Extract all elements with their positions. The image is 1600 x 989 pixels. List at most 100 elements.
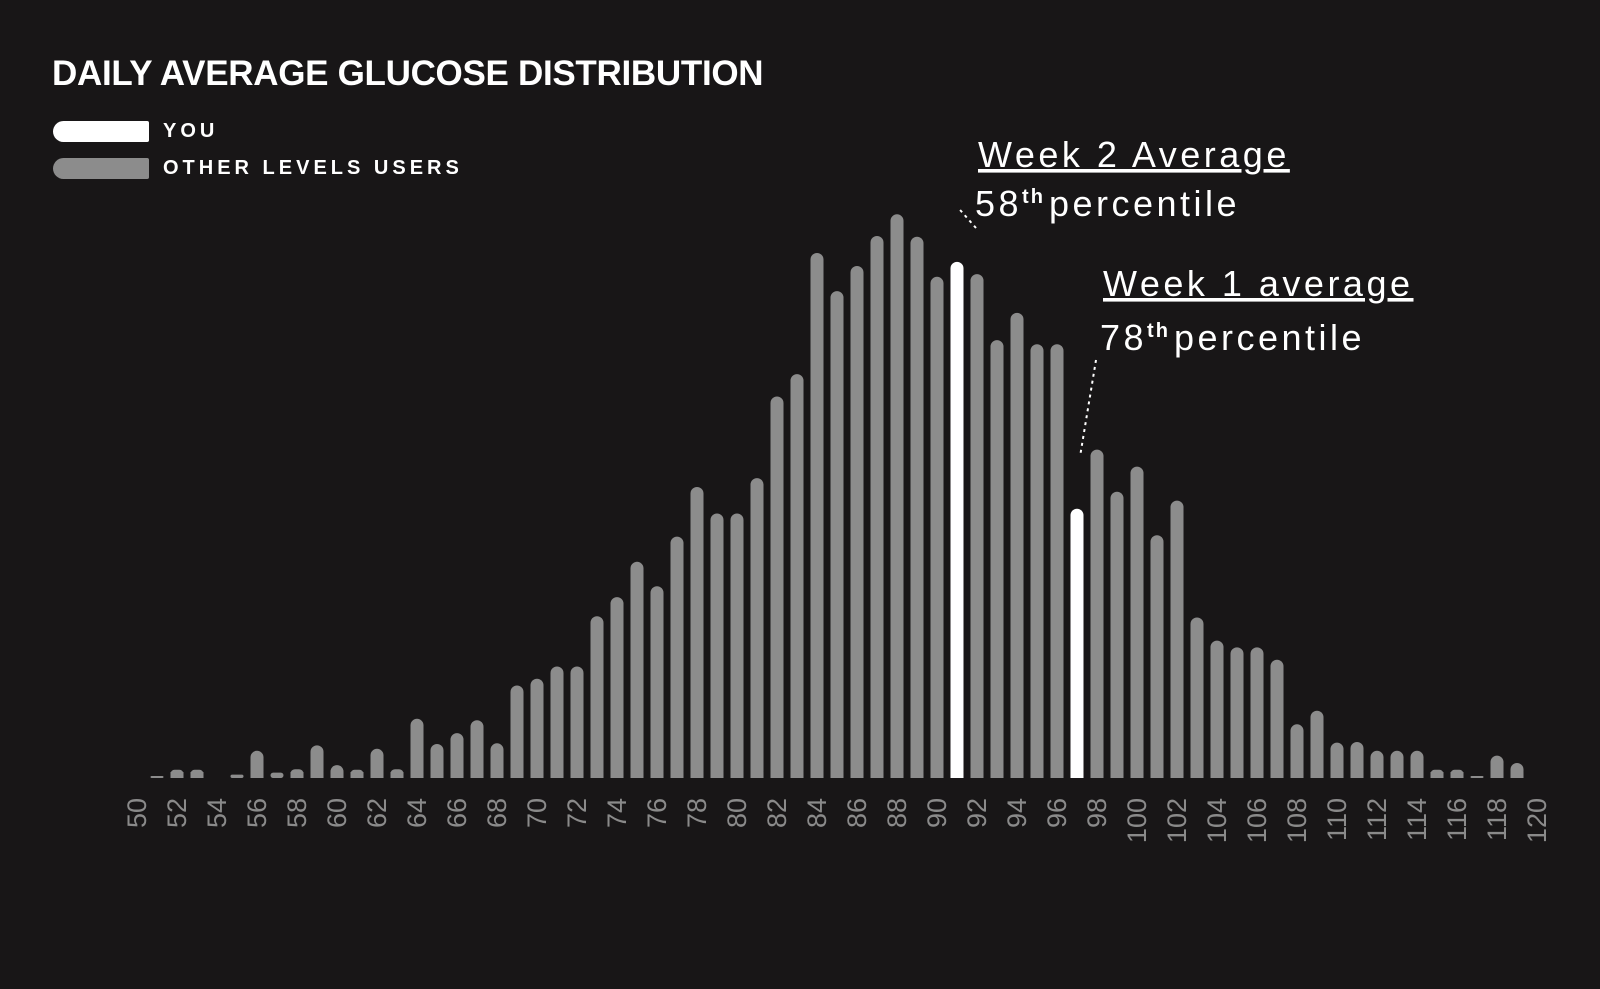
x-tick-label-102: 102 — [1162, 798, 1192, 843]
annotation-title-week1: Week 1 average — [1103, 263, 1414, 304]
x-tick-label-50: 50 — [122, 798, 152, 828]
bar-base-102 — [1170, 772, 1184, 778]
bar-70 — [530, 678, 544, 778]
bar-108 — [1290, 724, 1304, 778]
annotation-percentile-week1: 78th percentile — [1100, 317, 1365, 358]
annotation-leader-week1 — [1079, 359, 1097, 457]
bar-base-60 — [330, 772, 344, 778]
x-tick-label-70: 70 — [522, 798, 552, 828]
bar-59 — [310, 745, 324, 778]
x-tick-label-58: 58 — [282, 798, 312, 828]
bar-57 — [270, 772, 284, 778]
bar-93 — [990, 340, 1004, 778]
x-tick-label-94: 94 — [1002, 798, 1032, 828]
legend-label-you: YOU — [163, 119, 219, 142]
x-tick-label-120: 120 — [1522, 798, 1552, 843]
bar-base-72 — [570, 772, 584, 778]
bar-base-76 — [650, 772, 664, 778]
bar-base-58 — [290, 772, 304, 778]
bar-base-97 — [1070, 772, 1084, 778]
annotation-title-week2: Week 2 Average — [978, 134, 1290, 175]
bar-base-116 — [1450, 772, 1464, 778]
bar-88 — [890, 214, 904, 779]
bar-90 — [930, 276, 944, 778]
bar-base-89 — [910, 772, 924, 778]
bar-base-104 — [1210, 772, 1224, 778]
bar-83 — [790, 374, 804, 778]
bar-base-114 — [1410, 772, 1424, 778]
bar-67 — [470, 720, 484, 778]
annotation-percentile-num-week2: 58 — [975, 183, 1022, 224]
bar-62 — [370, 748, 384, 778]
x-tick-label-56: 56 — [242, 798, 272, 828]
bar-82 — [770, 396, 784, 778]
bar-74 — [610, 597, 624, 778]
bar-base-93 — [990, 772, 1004, 778]
x-tick-label-118: 118 — [1482, 798, 1512, 841]
bar-base-63 — [390, 772, 404, 778]
bar-base-77 — [670, 772, 684, 778]
annotation-percentile-text-week1: percentile — [1174, 317, 1365, 358]
bar-85 — [830, 291, 844, 778]
bar-71 — [550, 666, 564, 778]
bar-base-73 — [590, 772, 604, 778]
bar-base-80 — [730, 772, 744, 778]
bar-base-106 — [1250, 772, 1264, 778]
x-tick-label-68: 68 — [482, 798, 512, 828]
x-tick-label-80: 80 — [722, 798, 752, 828]
x-tick-label-66: 66 — [442, 798, 472, 828]
legend-item-others: OTHER LEVELS USERS — [53, 157, 463, 179]
x-tick-label-72: 72 — [562, 798, 592, 828]
bar-base-52 — [170, 772, 184, 778]
bar-base-110 — [1330, 772, 1344, 778]
bar-101 — [1150, 535, 1164, 778]
x-tick-label-62: 62 — [362, 798, 392, 828]
bar-base-70 — [530, 772, 544, 778]
bar-base-109 — [1310, 772, 1324, 778]
annotation-leader-week2 — [959, 209, 977, 229]
bar-94 — [1010, 312, 1024, 778]
bar-base-108 — [1290, 772, 1304, 778]
x-tick-label-90: 90 — [922, 798, 952, 828]
bar-base-99 — [1110, 772, 1124, 778]
legend-swatch-others — [53, 157, 149, 179]
bar-base-75 — [630, 772, 644, 778]
x-tick-label-88: 88 — [882, 798, 912, 828]
x-tick-label-114: 114 — [1402, 798, 1432, 841]
bar-base-66 — [450, 772, 464, 778]
bar-100 — [1130, 466, 1144, 778]
x-tick-label-84: 84 — [802, 798, 832, 828]
bar-base-86 — [850, 772, 864, 778]
bar-105 — [1230, 647, 1244, 778]
bar-111 — [1350, 742, 1364, 778]
bar-106 — [1250, 647, 1264, 778]
bar-64 — [410, 718, 424, 778]
legend-item-you: YOU — [53, 120, 218, 142]
bar-110 — [1330, 742, 1344, 778]
bar-base-56 — [250, 772, 264, 778]
legend-label-others: OTHER LEVELS USERS — [163, 156, 463, 179]
x-tick-label-110: 110 — [1322, 798, 1352, 841]
bar-base-87 — [870, 772, 884, 778]
bar-base-74 — [610, 772, 624, 778]
bar-base-68 — [490, 772, 504, 778]
bar-98 — [1090, 449, 1104, 778]
bar-base-118 — [1490, 772, 1504, 778]
bar-base-71 — [550, 772, 564, 778]
x-tick-label-116: 116 — [1442, 798, 1472, 841]
bar-103 — [1190, 617, 1204, 778]
bar-51 — [150, 776, 164, 778]
bar-base-98 — [1090, 772, 1104, 778]
bar-base-103 — [1190, 772, 1204, 778]
bar-99 — [1110, 491, 1124, 778]
annotations-group: Week 2 Average 58th percentile Week 1 ave… — [959, 134, 1414, 457]
bar-you-97 — [1070, 508, 1084, 778]
x-tick-label-78: 78 — [682, 798, 712, 828]
bar-base-115 — [1430, 772, 1444, 778]
bar-55 — [230, 774, 244, 778]
bar-base-64 — [410, 772, 424, 778]
bar-base-62 — [370, 772, 384, 778]
bar-66 — [450, 733, 464, 778]
bar-base-67 — [470, 772, 484, 778]
